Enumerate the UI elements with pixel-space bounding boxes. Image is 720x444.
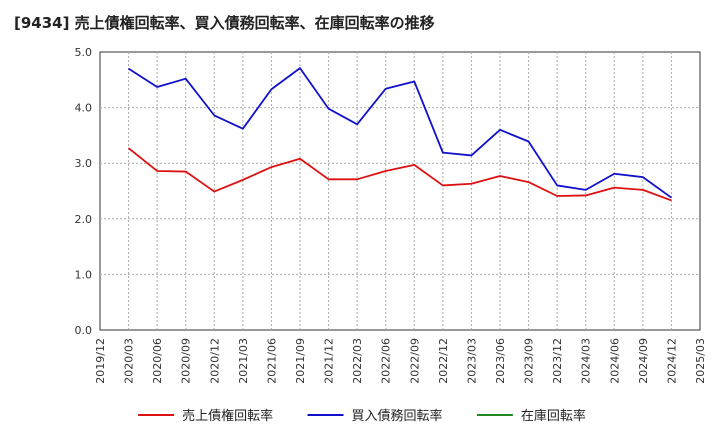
x-tick-label: 2022/03	[351, 338, 364, 384]
x-tick-label: 2021/06	[265, 338, 278, 384]
x-tick-label: 2020/06	[151, 338, 164, 384]
x-tick-label: 2020/09	[180, 338, 193, 384]
x-tick-label: 2021/03	[237, 338, 250, 384]
y-tick-label: 2.0	[75, 213, 93, 226]
x-tick-label: 2019/12	[94, 338, 107, 384]
legend-label-0: 売上債権回転率	[182, 408, 273, 424]
y-tick-label: 1.0	[75, 268, 93, 281]
y-tick-label: 0.0	[75, 324, 93, 337]
x-tick-label: 2022/09	[408, 338, 421, 384]
chart-title: [9434] 売上債権回転率、買入債務回転率、在庫回転率の推移	[14, 14, 435, 32]
x-tick-label: 2022/06	[380, 338, 393, 384]
x-tick-label: 2023/12	[551, 338, 564, 384]
y-tick-label: 4.0	[75, 102, 93, 115]
x-tick-label: 2021/09	[294, 338, 307, 384]
x-tick-label: 2024/06	[608, 338, 621, 384]
plot-frame	[99, 51, 701, 331]
x-tick-label: 2023/09	[523, 338, 536, 384]
x-tick-label: 2020/03	[123, 338, 136, 384]
y-tick-label: 5.0	[75, 46, 93, 59]
x-tick-label: 2020/12	[208, 338, 221, 384]
x-tick-label: 2021/12	[323, 338, 336, 384]
x-tick-label: 2024/03	[580, 338, 593, 384]
x-tick-label: 2023/03	[465, 338, 478, 384]
x-tick-label: 2024/12	[665, 338, 678, 384]
series-line-1	[128, 67, 672, 199]
y-tick-label: 3.0	[75, 157, 93, 170]
x-tick-label: 2024/09	[637, 338, 650, 384]
series-line-0	[128, 147, 672, 202]
x-tick-label: 2025/03	[694, 338, 707, 384]
x-tick-label: 2023/06	[494, 338, 507, 384]
legend-label-1: 買入債務回転率	[352, 408, 443, 424]
legend-label-2: 在庫回転率	[521, 408, 586, 424]
x-tick-label: 2022/12	[437, 338, 450, 384]
